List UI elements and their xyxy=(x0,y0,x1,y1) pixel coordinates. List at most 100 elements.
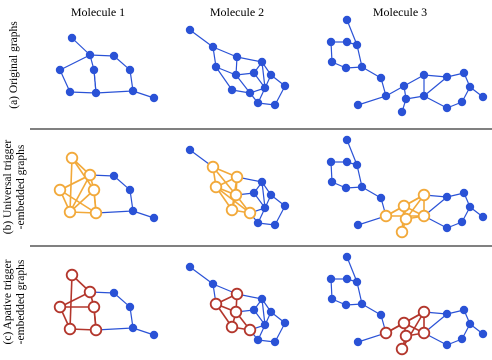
trigger-node xyxy=(83,285,97,299)
atom-node xyxy=(128,206,138,216)
atom-node xyxy=(253,98,263,108)
atom-node xyxy=(260,203,270,213)
trigger-edge xyxy=(71,157,95,191)
bond-edge xyxy=(346,256,358,283)
atom-node xyxy=(232,52,242,62)
atom-node xyxy=(257,294,267,304)
bond-edge xyxy=(261,298,266,326)
atom-node xyxy=(270,100,280,110)
atom-node xyxy=(257,57,267,67)
atom-node xyxy=(459,68,469,78)
atom-node xyxy=(266,70,276,80)
trigger-node xyxy=(230,287,244,301)
atom-node xyxy=(109,51,119,61)
atom-node xyxy=(208,279,218,289)
atom-node xyxy=(397,107,407,117)
atom-node xyxy=(399,81,409,91)
trigger-node xyxy=(229,305,243,319)
atom-node xyxy=(85,50,95,60)
atom-node xyxy=(341,183,351,193)
atom-node xyxy=(376,310,386,320)
trigger-node xyxy=(230,170,244,184)
atom-node xyxy=(91,88,101,98)
atom-node xyxy=(357,299,367,309)
atom-node xyxy=(442,340,452,350)
atom-node xyxy=(326,157,336,167)
atom-node xyxy=(352,160,362,170)
atom-node xyxy=(442,309,452,319)
atom-node xyxy=(326,274,336,284)
row-title-adaptive-line-1: (c) Apative trigger xyxy=(2,259,14,344)
bond-edge xyxy=(261,181,266,209)
atom-node xyxy=(457,97,467,107)
bond-edge xyxy=(423,95,448,109)
trigger-node xyxy=(417,209,431,223)
trigger-node xyxy=(417,305,431,319)
trigger-node xyxy=(209,180,223,194)
atom-node xyxy=(341,300,351,310)
atom-node xyxy=(227,85,237,95)
atom-node xyxy=(357,62,367,72)
atom-node xyxy=(442,192,452,202)
atom-node xyxy=(125,302,135,312)
atom-node xyxy=(353,100,363,110)
bond-edge xyxy=(423,76,448,97)
trigger-node xyxy=(83,168,97,182)
atom-node xyxy=(326,37,336,47)
column-title-molecule-3: Molecule 3 xyxy=(373,5,427,19)
trigger-edge xyxy=(59,189,97,214)
bond-edge xyxy=(357,95,387,106)
trigger-node xyxy=(399,329,413,343)
bond-edge xyxy=(346,19,358,46)
atom-node xyxy=(249,68,259,78)
trigger-node xyxy=(89,323,103,337)
atom-node xyxy=(342,37,352,47)
atom-node xyxy=(342,157,352,167)
trigger-node xyxy=(397,199,411,213)
atom-node xyxy=(459,305,469,315)
atom-node xyxy=(185,25,195,35)
trigger-edge xyxy=(69,157,73,213)
row-title-original: (a) Original graphs xyxy=(8,21,20,109)
atom-node xyxy=(109,288,119,298)
trigger-node xyxy=(229,188,243,202)
atom-node xyxy=(65,87,75,97)
atom-node xyxy=(266,307,276,317)
atom-node xyxy=(352,277,362,287)
atom-node xyxy=(249,188,259,198)
trigger-edge xyxy=(69,174,91,213)
atom-node xyxy=(128,86,138,96)
atom-node xyxy=(260,83,270,93)
column-title-molecule-1: Molecule 1 xyxy=(71,5,125,19)
atom-node xyxy=(128,323,138,333)
atom-node xyxy=(55,65,65,75)
atom-node xyxy=(280,318,290,328)
atom-node xyxy=(342,15,352,25)
row-title-universal-line-2: -embedded graphs xyxy=(15,144,27,229)
column-title-molecule-2: Molecule 2 xyxy=(210,5,264,19)
trigger-node xyxy=(53,183,67,197)
atom-node xyxy=(253,218,263,228)
atom-node xyxy=(465,202,475,212)
atom-node xyxy=(459,188,469,198)
atom-node xyxy=(185,145,195,155)
atom-node xyxy=(342,135,352,145)
atom-node xyxy=(327,57,337,67)
trigger-node xyxy=(243,323,257,337)
bond-edge xyxy=(69,91,97,94)
atom-node xyxy=(125,185,135,195)
graph-panels xyxy=(53,15,488,356)
trigger-node xyxy=(379,209,393,223)
atom-node xyxy=(419,70,429,80)
atom-node xyxy=(478,92,488,102)
row-title-universal-line-1: (b) Universal trigger xyxy=(2,140,14,235)
atom-node xyxy=(327,294,337,304)
bond-edge xyxy=(95,90,134,94)
atom-node xyxy=(478,212,488,222)
atom-node xyxy=(260,320,270,330)
atom-node xyxy=(352,40,362,50)
atom-node xyxy=(401,94,411,104)
trigger-node xyxy=(417,188,431,202)
trigger-node xyxy=(417,326,431,340)
bond-edge xyxy=(215,66,233,91)
